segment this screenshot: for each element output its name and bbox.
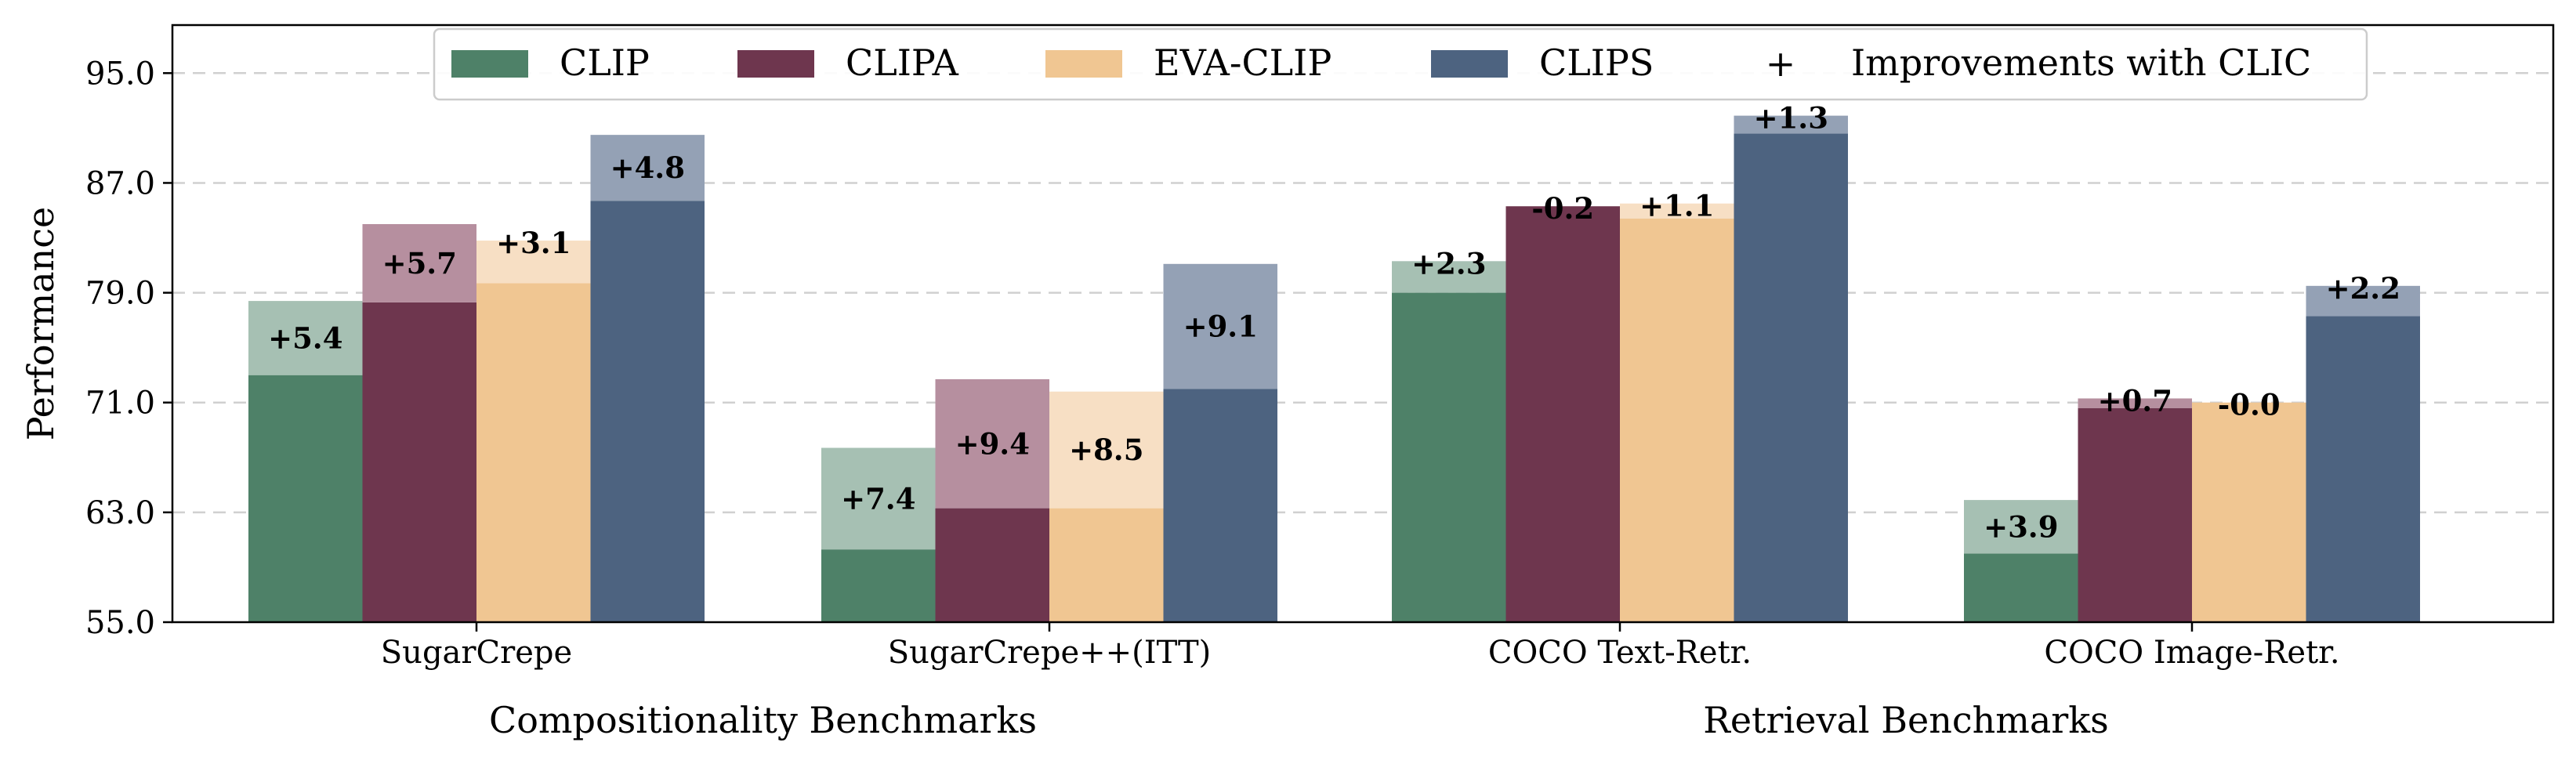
bar-clipa-improvement [935, 378, 1049, 509]
bar-clip-base [821, 549, 936, 622]
x-tick-label: SugarCrepe [381, 635, 572, 671]
data-label: -0.2 [1531, 191, 1594, 226]
legend-plus-symbol: + [1766, 42, 1796, 85]
x-tick-label: SugarCrepe++(ITT) [888, 635, 1212, 671]
group-label: Retrieval Benchmarks [1703, 699, 2109, 741]
bar-eva-clip-base [476, 283, 591, 622]
y-axis-title: Performance [20, 207, 62, 440]
bars [248, 115, 2420, 622]
bar-clips-improvement [590, 135, 705, 201]
x-tick-label: COCO Image-Retr. [2044, 635, 2339, 671]
legend-label-clipa: CLIPA [846, 42, 959, 84]
bar-clipa-base [2078, 407, 2192, 622]
bar-eva-clip-improvement [1620, 203, 1734, 219]
bar-clip-improvement [248, 301, 363, 375]
data-label: +3.9 [1984, 509, 2058, 544]
data-label: +1.1 [1639, 189, 1714, 223]
data-label: +5.4 [268, 320, 342, 355]
data-label: +2.2 [2326, 271, 2400, 306]
bar-clipa-improvement [2078, 398, 2192, 408]
bar-clips-improvement [1163, 263, 1277, 389]
data-labels: +5.4 +5.7 +3.1 +4.8 +7.4 +9.4 +8.5 +9.1 +2.3 -0.2… [268, 101, 2400, 545]
group-label: Compositionality Benchmarks [489, 699, 1037, 741]
legend-label-improvements: Improvements with CLIC [1851, 42, 2311, 84]
data-label: +8.5 [1069, 433, 1143, 467]
y-tick-label: 63.0 [85, 495, 155, 531]
data-label: +9.4 [955, 426, 1030, 461]
bar-eva-clip-improvement [1049, 391, 1164, 509]
data-label: -0.0 [2218, 388, 2281, 422]
bar-clip-improvement [821, 447, 936, 550]
legend-swatch-eva-clip [1045, 50, 1122, 78]
x-tick-label: COCO Text-Retr. [1488, 635, 1752, 671]
y-tick-label: 55.0 [85, 605, 155, 641]
bar-clipa-base [362, 302, 476, 622]
bar-eva-clip-improvement [476, 241, 591, 284]
bar-eva-clip-base [2192, 402, 2306, 622]
bar-clips-improvement [1734, 115, 1848, 134]
y-tick-label: 95.0 [85, 56, 155, 92]
bar-clips-base [1734, 133, 1848, 622]
axis-ticks: 55.0 63.0 71.0 79.0 87.0 95.0 SugarCrepe SugarC… [85, 56, 2340, 741]
bar-clip-improvement [1392, 261, 1506, 293]
bar-clip-base [1392, 292, 1506, 622]
legend-swatch-clip [451, 50, 528, 78]
data-label: +5.7 [382, 246, 457, 281]
y-tick-label: 79.0 [85, 276, 155, 312]
legend-label-clip: CLIP [560, 42, 650, 84]
data-label: +4.8 [610, 150, 685, 185]
y-tick-label: 87.0 [85, 165, 155, 201]
bar-clips-base [590, 201, 705, 622]
legend-label-eva-clip: EVA-CLIP [1154, 42, 1331, 84]
legend: CLIP CLIPA EVA-CLIP CLIPS + Improvements with… [433, 27, 2368, 101]
data-label: +3.1 [496, 226, 571, 260]
legend-box [433, 27, 2368, 101]
bar-eva-clip-base [1049, 508, 1164, 622]
bar-clips-improvement [2306, 285, 2420, 317]
plot-frame [171, 24, 2555, 624]
y-tick-label: 71.0 [85, 386, 155, 422]
bar-clip-base [1964, 553, 2078, 622]
legend-label-clips: CLIPS [1539, 42, 1654, 84]
data-label: +0.7 [2098, 383, 2172, 418]
data-label: +7.4 [841, 481, 915, 516]
data-label: +2.3 [1411, 246, 1486, 281]
legend-swatch-clipa [737, 50, 814, 78]
bar-clipa-base [935, 508, 1049, 622]
bar-clipa-improvement [362, 224, 476, 302]
data-label: +9.1 [1183, 310, 1258, 344]
bar-clips-base [1163, 389, 1277, 622]
bar-eva-clip-base [1620, 218, 1734, 622]
bar-clip-base [248, 375, 363, 622]
bar-clip-improvement [1964, 500, 2078, 554]
bar-clips-base [2306, 316, 2420, 622]
data-label: +1.3 [1754, 101, 1828, 136]
legend-swatch-clips [1431, 50, 1508, 78]
bar-clipa-base [1505, 206, 1620, 622]
